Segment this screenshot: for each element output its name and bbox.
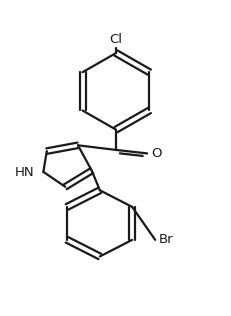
Text: O: O: [151, 147, 161, 160]
Text: HN: HN: [15, 166, 35, 179]
Text: Cl: Cl: [109, 33, 122, 46]
Text: Br: Br: [158, 234, 173, 246]
